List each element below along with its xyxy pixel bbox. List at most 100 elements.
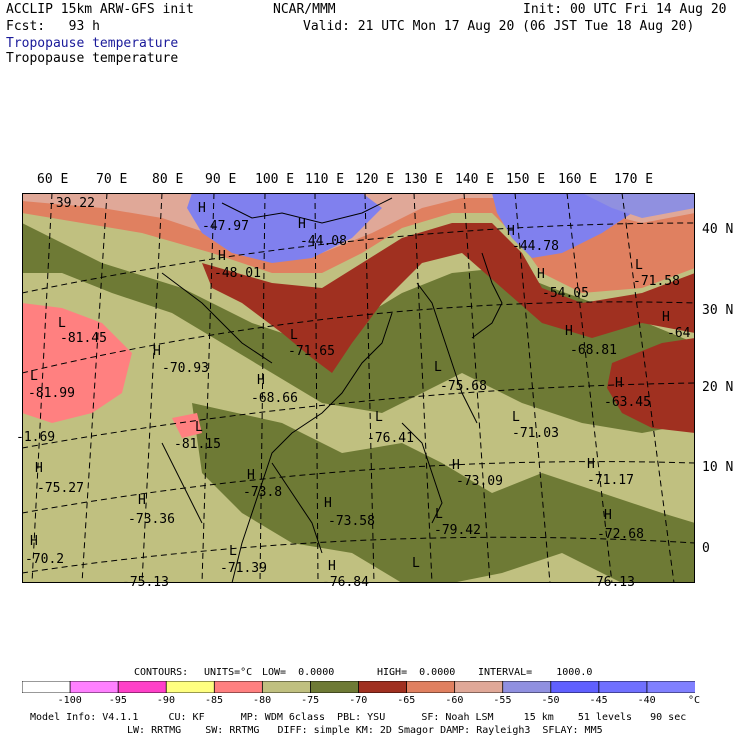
coastlines	[161, 197, 503, 583]
lon-label: 110 E	[305, 172, 345, 187]
lon-label: 150 E	[506, 172, 546, 187]
marker-type: H	[537, 267, 545, 282]
colorbar-swatch	[261, 681, 312, 693]
marker-value: -79.42	[434, 523, 481, 538]
marker-type: L	[434, 360, 442, 375]
marker-type: L	[635, 258, 643, 273]
marker-value: -73.8	[243, 485, 283, 500]
lat-label: 20 N	[702, 380, 734, 395]
marker-value: -71.58	[633, 274, 680, 289]
marker-type: H	[138, 493, 146, 508]
lon-label: 80 E	[152, 172, 184, 187]
colorbar-swatch	[454, 681, 504, 693]
physics-info: LW: RRTMG SW: RRTMG DIFF: simple KM: 2D …	[127, 725, 603, 736]
tropopause-temperature-map: -39.22 H -47.97 H -44.08 H -44.78 H -48.…	[16, 193, 695, 589]
forecast-hour: Fcst: 93 h	[6, 19, 100, 34]
colorbar-swatch	[310, 681, 360, 693]
colorbar-unit: °C	[688, 695, 701, 706]
marker-value: -81.15	[174, 437, 221, 452]
marker-type: L	[58, 316, 66, 331]
marker-value: -71.39	[220, 561, 267, 576]
marker-value: -73.58	[328, 514, 375, 529]
colorbar-swatch	[502, 681, 552, 693]
contours-units: UNITS=°C	[204, 667, 253, 678]
marker-type: L	[229, 544, 237, 559]
colorbar-tick-label: -45	[589, 695, 608, 706]
coral-region-west	[22, 303, 132, 423]
colorbar-tick-label: -75	[301, 695, 320, 706]
marker-type: H	[218, 249, 226, 264]
marker-value: -81.45	[60, 331, 107, 346]
lat-label: 40 N	[702, 222, 734, 237]
marker-value: -54.05	[542, 286, 589, 301]
model-info: Model Info: V4.1.1 CU: KF MP: WDM 6class…	[30, 712, 687, 723]
colorbar	[22, 681, 695, 693]
contours-label: CONTOURS:	[134, 667, 189, 678]
dark-red-band	[202, 223, 695, 373]
marker-type: H	[247, 468, 255, 483]
colorbar-swatch	[646, 681, 695, 693]
marker-value: -70.93	[162, 361, 209, 376]
marker-value: -72.68	[597, 527, 644, 542]
colorbar-swatch	[117, 681, 168, 693]
colorbar-tick-label: -100	[57, 695, 82, 706]
marker-value: -64	[667, 326, 691, 341]
colorbar-swatch	[165, 681, 216, 693]
marker-value: -75.27	[37, 481, 84, 496]
marker-value: -68.66	[251, 391, 298, 406]
lon-label: 100 E	[255, 172, 295, 187]
lon-label: 90 E	[205, 172, 237, 187]
colorbar-swatch	[358, 681, 408, 693]
marker-value: -76.41	[367, 431, 414, 446]
marker-value: -70.2	[25, 552, 65, 567]
blue-region-west	[187, 193, 382, 263]
map-canvas	[22, 193, 695, 583]
marker-type: L	[375, 410, 383, 425]
marker-value: -75.68	[440, 379, 487, 394]
lon-label: 140 E	[455, 172, 495, 187]
lon-label: 60 E	[37, 172, 69, 187]
marker-value: -81.99	[28, 386, 75, 401]
dark-red-east	[607, 338, 695, 433]
contours-interval: INTERVAL= 1000.0	[478, 667, 593, 678]
colorbar-tick-label: -55	[493, 695, 512, 706]
marker-value: -76.13	[588, 575, 635, 590]
marker-type: H	[507, 224, 515, 239]
graticule	[22, 193, 695, 583]
colorbar-tick-label: -50	[541, 695, 560, 706]
marker-value: -73.09	[456, 474, 503, 489]
marker-value: -1.69	[16, 430, 56, 445]
marker-type: L	[30, 369, 38, 384]
lat-label: 10 N	[702, 460, 734, 475]
colorbar-tick-label: -95	[108, 695, 127, 706]
colorbar-swatch	[213, 681, 264, 693]
colorbar-tick-label: -90	[156, 695, 175, 706]
colorbar-tick-label: -65	[397, 695, 416, 706]
marker-type: L	[435, 507, 443, 522]
field-title-contour: Tropopause temperature	[6, 51, 179, 66]
colorbar-tick-label: -80	[253, 695, 272, 706]
valid-time: Valid: 21 UTC Mon 17 Aug 20 (06 JST Tue …	[303, 19, 695, 34]
marker-type: H	[198, 201, 206, 216]
marker-value: -44.08	[300, 234, 347, 249]
colorbar-swatch	[550, 681, 600, 693]
lat-label: 0	[702, 541, 710, 556]
marker-type: H	[587, 457, 595, 472]
colorbar-swatch	[22, 681, 71, 693]
marker-type: H	[298, 217, 306, 232]
colorbar-tick-label: -40	[637, 695, 656, 706]
marker-value: -73.36	[128, 512, 175, 527]
marker-type: H	[35, 461, 43, 476]
marker-value: -71.17	[587, 473, 634, 488]
marker-value: -71.65	[288, 344, 335, 359]
contours-low: LOW= 0.0000	[262, 667, 335, 678]
lon-label: 130 E	[404, 172, 444, 187]
colorbar-swatch	[598, 681, 648, 693]
marker-type: L	[290, 328, 298, 343]
marker-value: -68.81	[570, 343, 617, 358]
marker-type: H	[615, 376, 623, 391]
field-title-color: Tropopause temperature	[6, 36, 179, 51]
coral-region-small	[172, 413, 202, 438]
lon-label: 120 E	[355, 172, 395, 187]
marker-value: -47.97	[202, 219, 249, 234]
